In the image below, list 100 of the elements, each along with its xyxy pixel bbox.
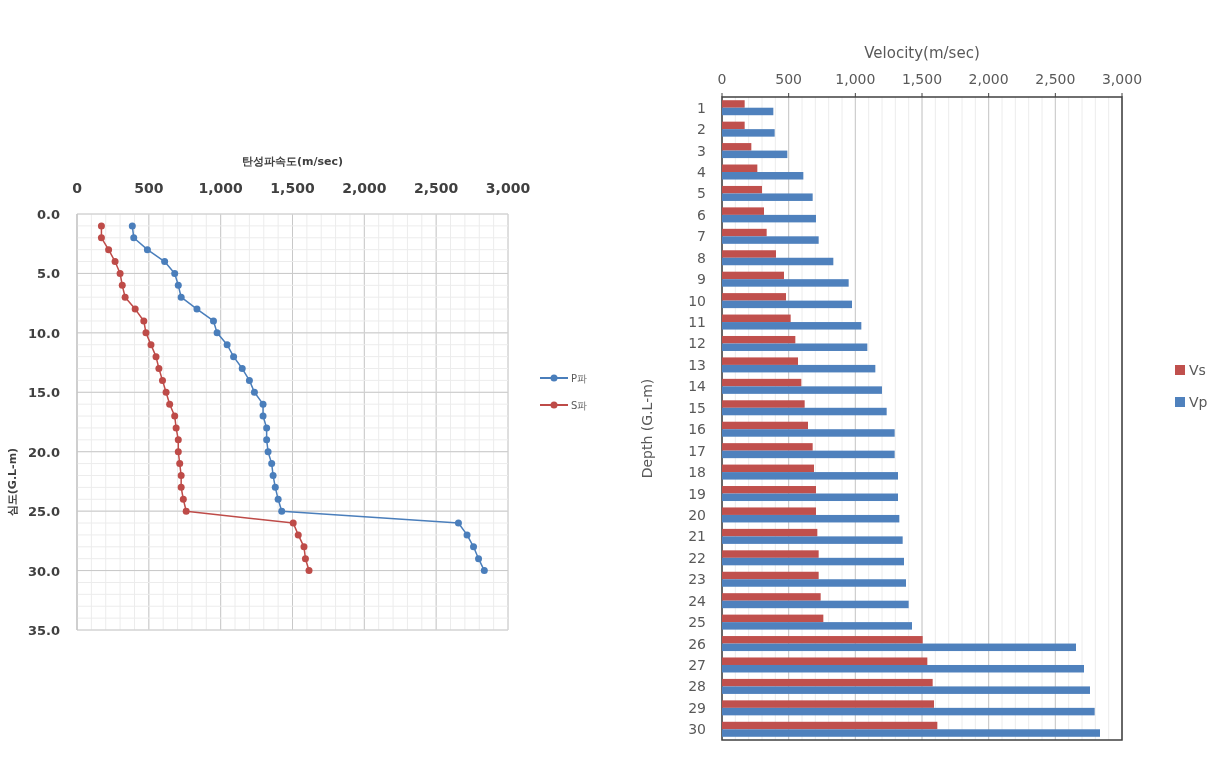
point [97, 222, 105, 230]
bar [722, 536, 903, 544]
bar [722, 421, 808, 430]
bar [722, 472, 898, 480]
x-tick-label: 500 [134, 180, 164, 196]
point [259, 412, 267, 420]
bar [722, 143, 752, 151]
point [268, 460, 276, 468]
y-tick-label: 25 [688, 614, 706, 631]
point [213, 329, 221, 337]
y-tick-label: 30.0 [27, 563, 60, 579]
x-tick-label: 1,500 [901, 71, 943, 87]
bar [722, 636, 923, 644]
bar [722, 129, 775, 137]
bar [722, 614, 824, 623]
point [475, 555, 483, 563]
point [171, 412, 179, 420]
point [177, 471, 185, 479]
bar [722, 486, 816, 494]
legend-item: S파 [539, 400, 588, 411]
bar [722, 121, 745, 130]
point [179, 495, 187, 503]
point [193, 305, 201, 313]
y-tick-label: 29 [688, 699, 706, 716]
point [250, 388, 258, 396]
bar [722, 678, 933, 687]
y-tick-label: 28 [688, 678, 706, 695]
y-tick-label: 20.0 [27, 444, 60, 460]
point [128, 222, 136, 230]
bar [722, 185, 762, 194]
x-tick-label: 3,000 [1101, 71, 1143, 87]
y-tick-label: 10 [688, 292, 706, 309]
point [116, 269, 124, 277]
x-tick-label: 1,000 [198, 180, 244, 196]
bar [722, 322, 862, 330]
bar [722, 250, 776, 258]
y-tick-label: 7 [697, 228, 706, 245]
bar [722, 214, 816, 223]
y-tick-label: 13 [688, 356, 706, 373]
bar [722, 528, 818, 537]
point [271, 483, 279, 491]
y-tick-label: 30 [688, 721, 706, 738]
y-tick-label: 0.0 [36, 207, 60, 222]
y-tick-label: 4 [697, 164, 707, 181]
point [174, 436, 182, 444]
point [166, 400, 174, 408]
point [162, 388, 170, 396]
bar [722, 622, 912, 630]
y-tick-label: 24 [688, 592, 707, 609]
x-tick-label: 0 [72, 180, 83, 196]
legend-label: S파 [571, 400, 588, 411]
y-tick-label: 23 [688, 571, 706, 588]
point [463, 531, 471, 539]
bar [722, 300, 852, 309]
point [264, 448, 272, 456]
point [177, 483, 185, 491]
y-tick-label: 1 [697, 99, 706, 116]
legend-label: P파 [571, 373, 588, 384]
y-tick-label: 10.0 [27, 325, 60, 341]
bar [722, 228, 767, 237]
bar [722, 407, 887, 416]
legend-label: Vp [1189, 394, 1208, 410]
x-tick-label: 1,000 [835, 71, 876, 87]
x-tick-label: 2,500 [414, 180, 459, 196]
y-tick-label: 35.0 [27, 623, 60, 638]
legend-item: Vp [1175, 394, 1208, 410]
x-tick-label: 3,000 [485, 180, 531, 196]
point [158, 376, 166, 384]
point [263, 436, 271, 444]
x-tick-label: 1,500 [270, 180, 315, 196]
bar [722, 314, 791, 323]
bar [722, 364, 876, 373]
x-tick-label: 2,000 [968, 71, 1009, 87]
bar [722, 686, 1090, 694]
y-tick-label: 5 [697, 185, 706, 202]
point [269, 471, 277, 479]
bar [722, 100, 745, 108]
bar [722, 193, 813, 201]
x-tick-label: 2,500 [1035, 71, 1076, 87]
bar [722, 450, 895, 459]
point [245, 376, 253, 384]
y-tick-label: 26 [688, 635, 707, 652]
bar [722, 172, 804, 180]
y-tick-label: 27 [688, 656, 706, 673]
point [97, 234, 105, 242]
point [176, 460, 184, 468]
bar [722, 600, 909, 609]
bar [722, 386, 882, 394]
bar [722, 643, 1076, 652]
y-tick-label: 2 [697, 121, 706, 138]
bar [722, 107, 774, 116]
y-tick-label: 5.0 [36, 266, 60, 282]
bar [722, 207, 764, 215]
bar [722, 257, 834, 266]
y-tick-label: 3 [697, 142, 706, 159]
point [300, 543, 308, 551]
point [152, 353, 160, 361]
x-tick-label: 0 [717, 71, 727, 87]
point [289, 519, 297, 527]
y-axis-title: 심도(G.L-m) [6, 447, 19, 517]
